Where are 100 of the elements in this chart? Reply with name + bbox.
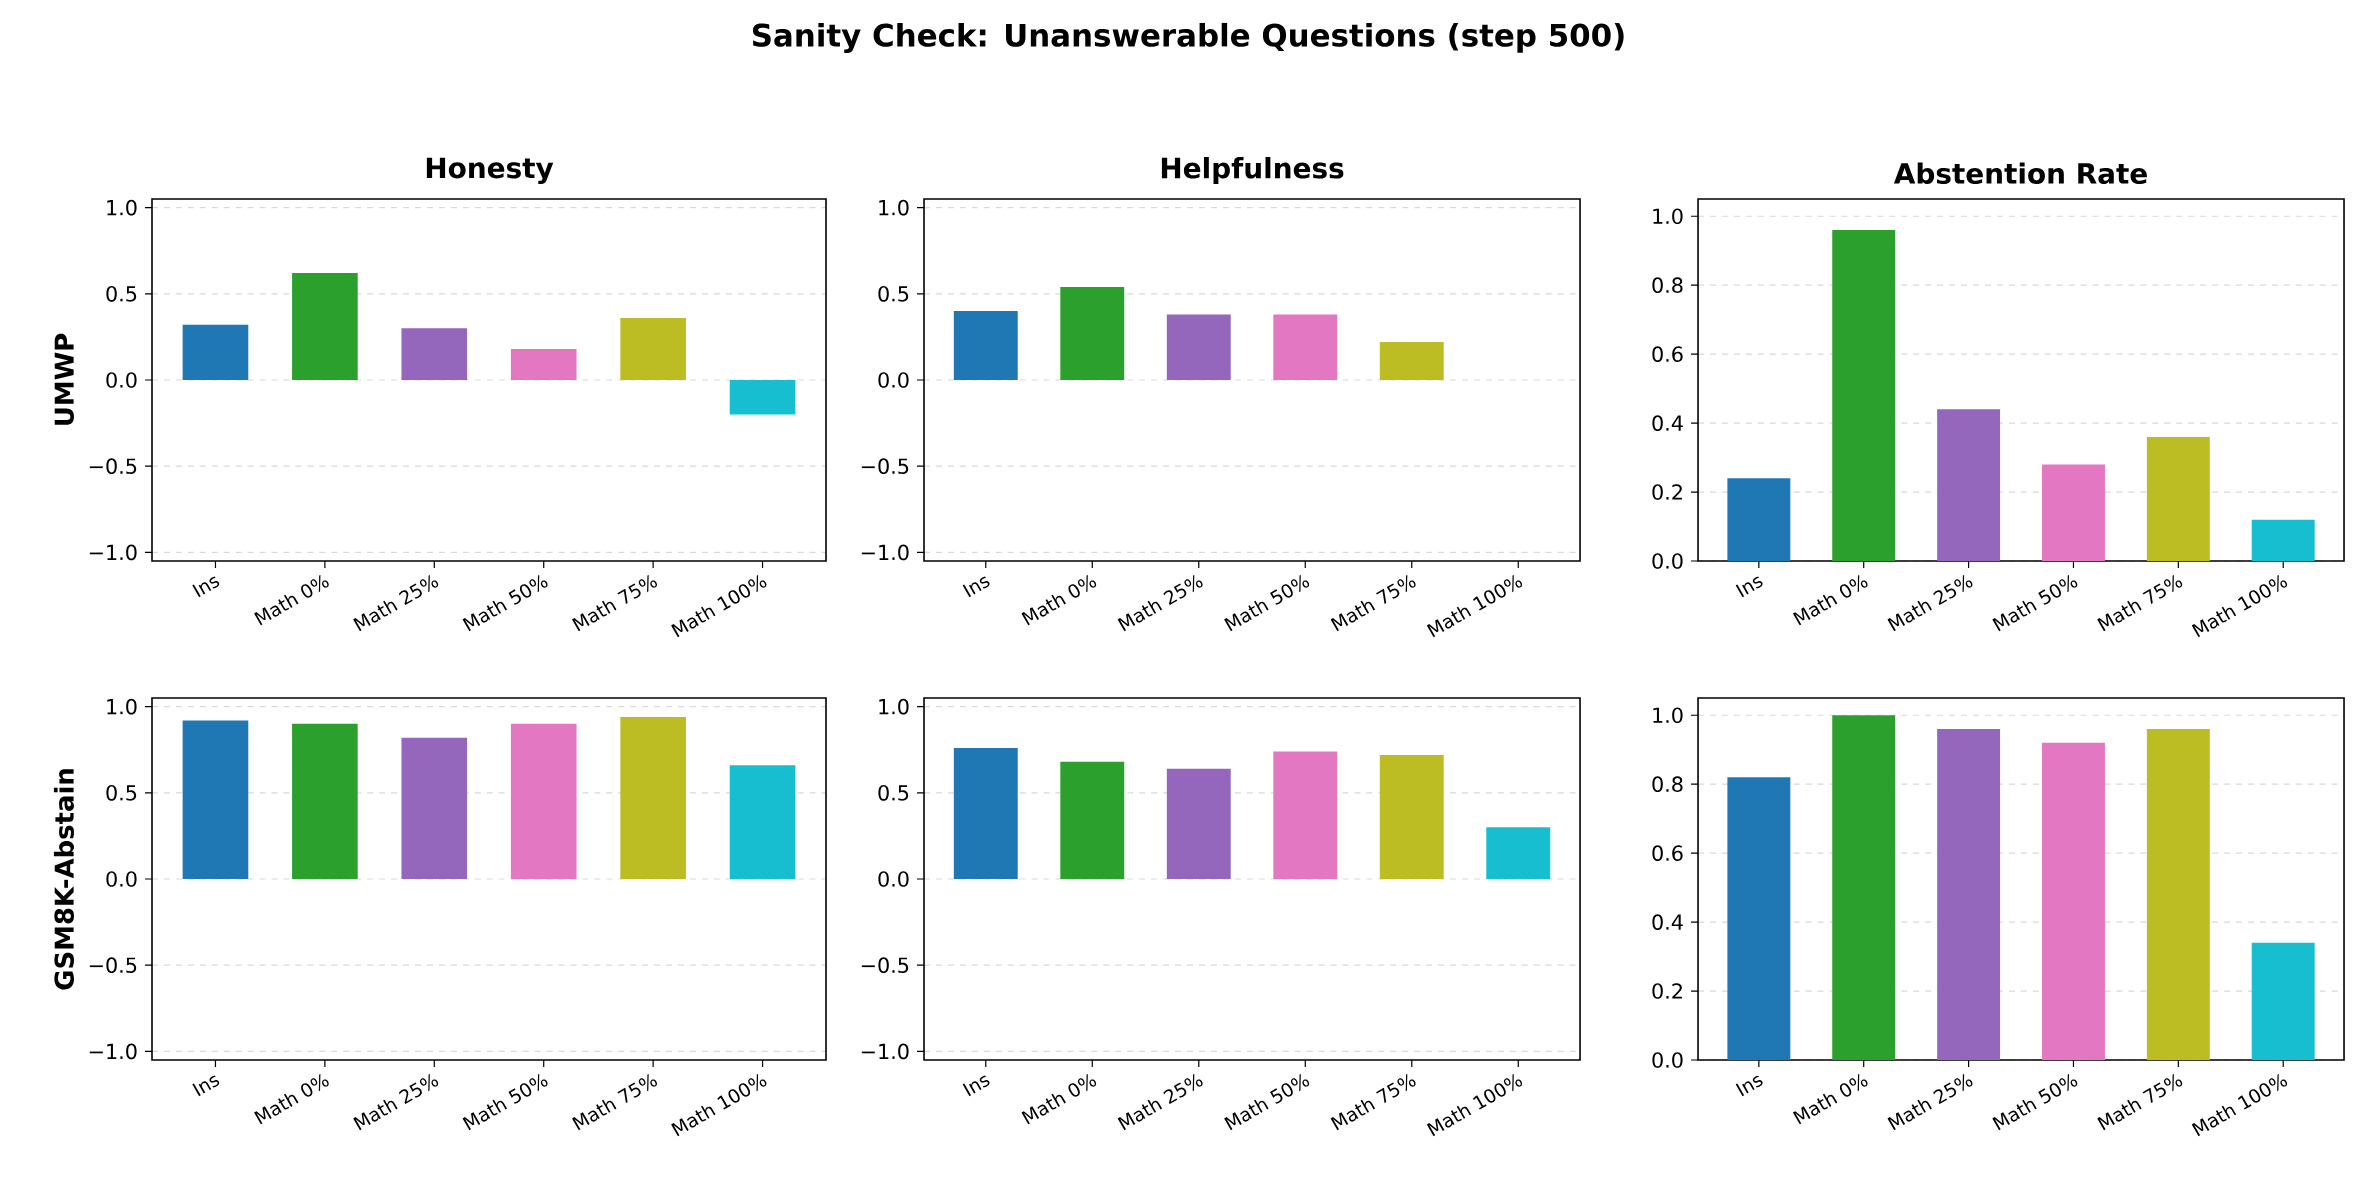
x-tick-label: Math 50% [1224,1073,1310,1131]
y-tick-label: 0.8 [1652,277,1683,294]
x-tick-label: Math 25% [1887,1073,1973,1131]
y-tick-label: 0.6 [1652,845,1683,861]
x-tick-label: Math 25% [1887,574,1973,632]
y-tick-label: 0.5 [106,784,137,801]
x-tick-label: Math 0% [254,574,329,626]
y-tick-label: 0.2 [1652,983,1682,999]
y-tick-label: −0.5 [861,957,909,974]
bar [1060,286,1125,380]
x-tick-label: Math 50% [1992,574,2078,632]
bar [729,765,796,879]
y-tick-label: −1.0 [861,544,909,561]
x-tick-label: Math 25% [353,574,439,632]
y-axis-title: UMWP [54,333,74,425]
x-tick-label: Math 25% [1117,1073,1203,1131]
y-tick-label: 1.0 [879,698,909,715]
bar [1166,768,1231,879]
x-tick-label: Math 25% [1117,574,1203,632]
y-tick-label: −1.0 [89,1043,137,1060]
x-tick-label: Math 75% [572,1073,658,1131]
y-tick-label: 0.0 [106,372,137,388]
chart-title: Helpfulness [1161,157,1344,185]
y-tick-label: −1.0 [861,1043,909,1060]
x-tick-label: Math 0% [254,1073,329,1125]
bar [2042,464,2105,561]
x-tick-label: Math 50% [1992,1073,2078,1131]
x-tick-label: Math 50% [462,574,548,632]
bar [1937,409,2001,561]
y-axis-title: GSM8K-Abstain [53,769,74,990]
x-tick-label: Math 0% [1792,574,1868,626]
bar [2251,942,2315,1060]
y-tick-label: −1.0 [89,544,137,561]
bar [1486,827,1551,879]
y-tick-label: 0.0 [1652,553,1683,569]
y-tick-label: 1.0 [107,199,137,216]
bar [953,747,1018,879]
x-tick-label: Ins [1735,1075,1763,1097]
x-tick-label: Math 75% [2097,1073,2183,1131]
x-tick-label: Math 75% [572,574,658,632]
x-tick-label: Math 0% [1021,574,1097,626]
x-tick-label: Math 75% [2097,574,2183,632]
y-tick-label: 0.0 [1652,1052,1683,1068]
y-tick-label: −0.5 [89,957,137,974]
x-tick-label: Math 25% [353,1073,439,1131]
bar [292,723,358,879]
x-tick-label: Ins [1735,576,1763,598]
bar [2146,729,2210,1060]
x-tick-label: Math 0% [1792,1073,1868,1125]
bar [2146,436,2210,561]
bar [401,328,468,380]
bar [1273,751,1338,879]
bar [1166,314,1231,380]
x-tick-label: Math 0% [1021,1073,1097,1125]
y-tick-label: 0.6 [1652,346,1683,362]
bar [1379,342,1444,380]
bar [1727,777,1791,1060]
bar [2042,742,2105,1060]
y-tick-label: 1.0 [107,698,137,715]
bar [510,348,577,380]
y-tick-label: 0.4 [1652,415,1683,431]
bar [2251,519,2315,561]
bar [401,737,468,879]
y-tick-label: 0.4 [1652,914,1683,930]
y-tick-label: −0.5 [861,458,909,475]
y-tick-label: 0.2 [1652,484,1682,500]
bar [1937,729,2001,1060]
x-tick-label: Ins [192,576,220,598]
bar [1060,761,1125,879]
x-tick-label: Math 50% [1224,574,1310,632]
bar [1379,754,1444,879]
bar [1832,715,1896,1060]
y-tick-label: 0.8 [1652,776,1683,793]
bar [510,723,577,879]
bar [1727,478,1791,561]
chart-title: Abstention Rate [1893,162,2147,185]
bar [729,379,796,415]
x-tick-label: Ins [962,576,990,598]
x-tick-label: Math 75% [1330,574,1416,632]
y-tick-label: 0.0 [878,372,909,388]
chart-title: Honesty [426,157,554,185]
y-tick-label: 1.0 [1653,208,1683,225]
text: Sanity Check: Unanswerable Questions (step 500) [752,22,1624,54]
x-tick-label: Ins [192,1075,220,1097]
bar [292,273,358,380]
y-tick-label: 0.5 [106,285,137,302]
y-tick-label: 1.0 [1653,707,1683,724]
x-tick-label: Ins [962,1075,990,1097]
bar [953,311,1018,380]
x-tick-label: Math 75% [1330,1073,1416,1131]
bar [182,720,249,879]
x-tick-label: Math 50% [462,1073,548,1131]
bar [1273,314,1338,380]
bar [620,716,686,879]
bar [620,317,686,380]
bar [1832,230,1896,561]
y-tick-label: 1.0 [879,199,909,216]
bar [182,324,249,380]
y-tick-label: 0.5 [878,285,909,302]
y-tick-label: −0.5 [89,458,137,475]
